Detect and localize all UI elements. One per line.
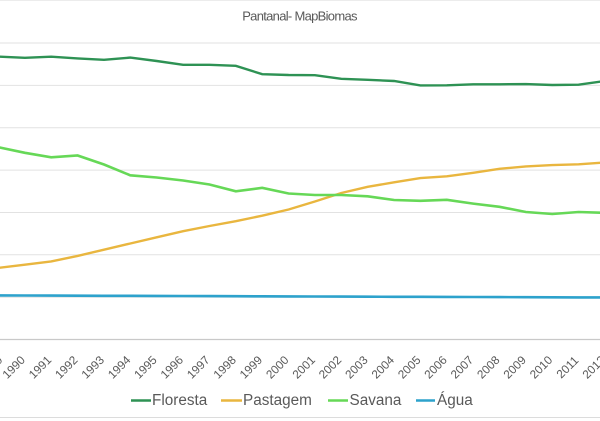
svg-text:Água: Água <box>437 392 473 409</box>
svg-text:Floresta: Floresta <box>152 392 208 409</box>
svg-text:Pastagem: Pastagem <box>243 392 312 409</box>
svg-text:Pantanal- MapBiomas: Pantanal- MapBiomas <box>242 9 358 24</box>
svg-text:Savana: Savana <box>350 392 402 409</box>
